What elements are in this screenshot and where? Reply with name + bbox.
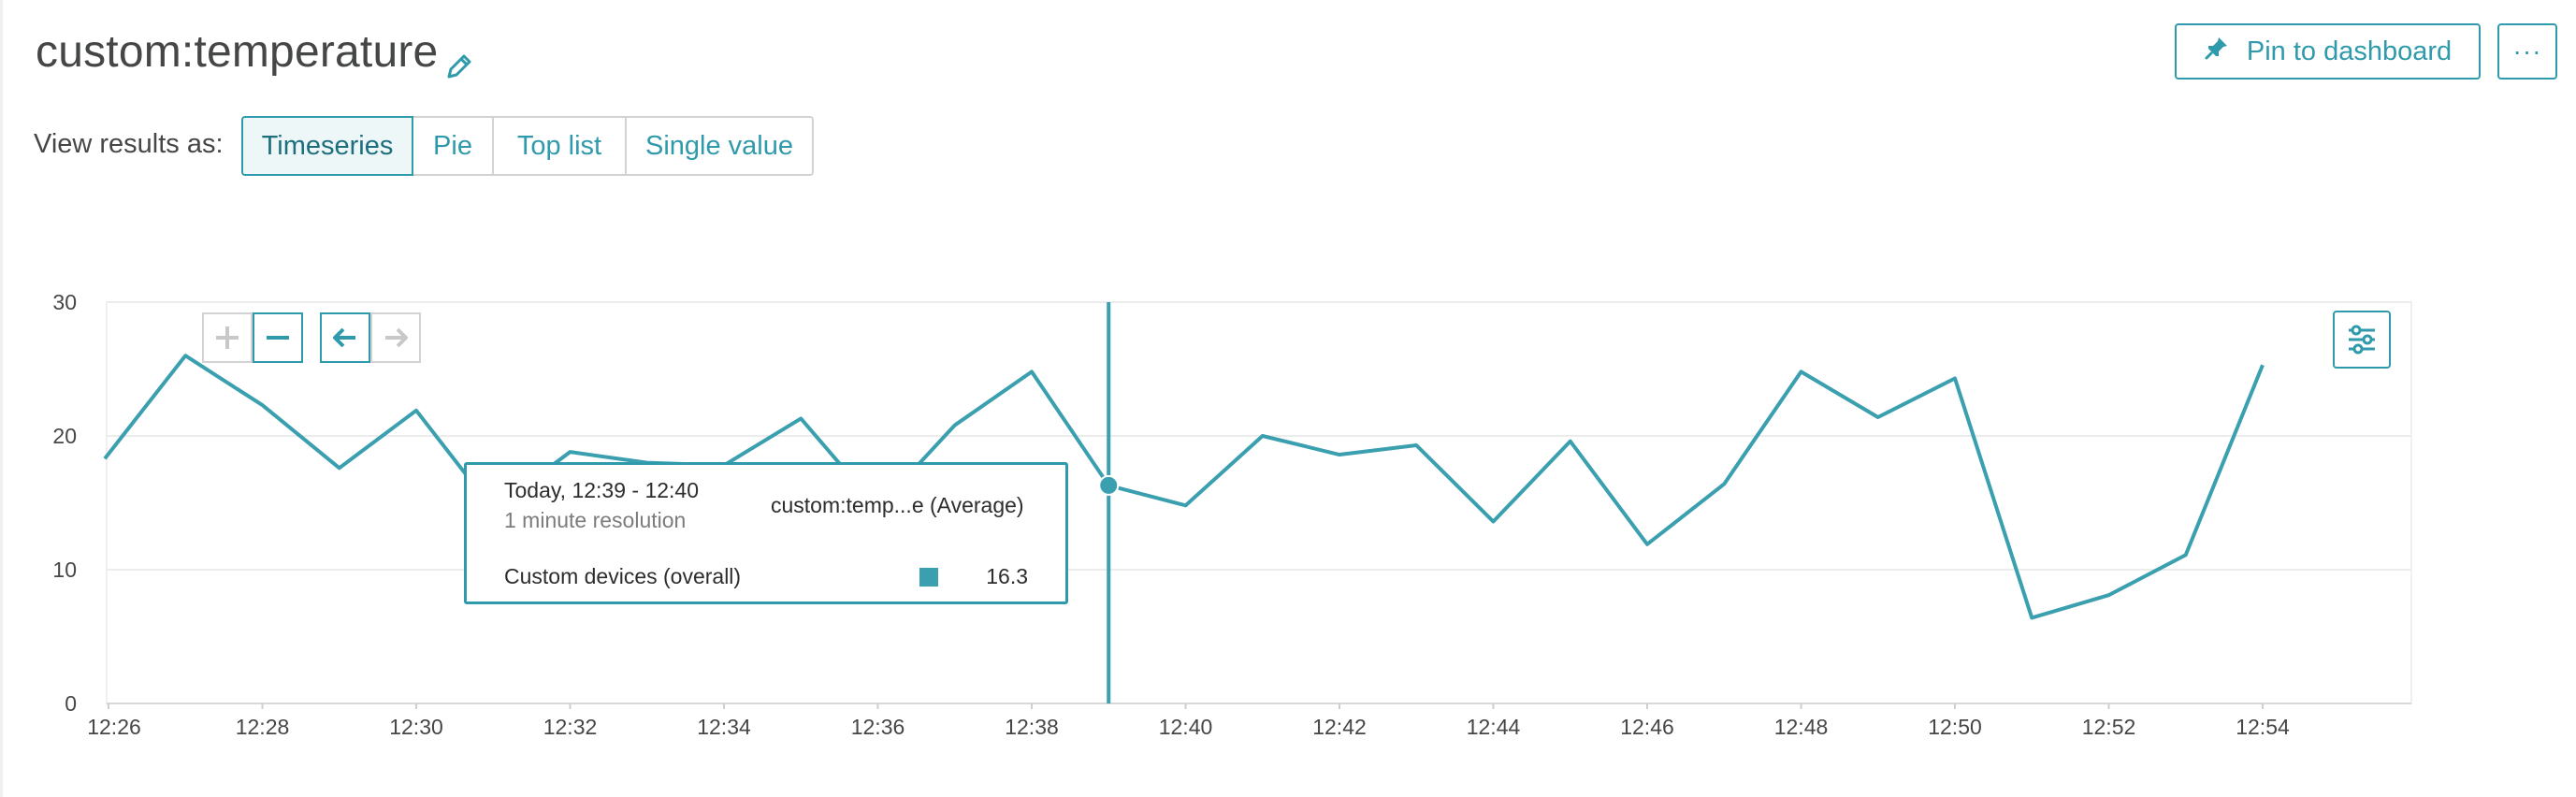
x-tick-label: 12:34 xyxy=(697,715,751,739)
y-tick-label: 10 xyxy=(52,558,77,582)
pan-back-button[interactable] xyxy=(320,312,370,363)
page-title-row: custom:temperature xyxy=(36,21,475,84)
view-option-top-list[interactable]: Top list xyxy=(494,116,627,176)
x-tick-label: 12:36 xyxy=(851,715,905,739)
pin-icon xyxy=(2204,35,2230,68)
x-tick-label: 12:52 xyxy=(2082,715,2136,739)
x-tick-label: 12:42 xyxy=(1312,715,1367,739)
y-tick-label: 0 xyxy=(65,691,77,716)
tooltip-time-range: Today, 12:39 - 12:40 xyxy=(504,478,699,502)
minus-icon xyxy=(267,336,289,340)
arrow-left-icon xyxy=(333,327,355,348)
x-tick-label: 12:46 xyxy=(1620,715,1674,739)
x-tick-label: 12:48 xyxy=(1774,715,1829,739)
tooltip-value: 16.3 xyxy=(986,564,1028,588)
x-tick-label: 12:50 xyxy=(1928,715,1982,739)
view-option-single-value[interactable]: Single value xyxy=(627,116,814,176)
tooltip-metric: custom:temp...e (Average) xyxy=(771,493,1024,517)
pan-forward-button[interactable] xyxy=(370,312,421,363)
page-title: custom:temperature xyxy=(36,27,439,77)
sliders-icon xyxy=(2349,325,2375,355)
plus-icon xyxy=(216,326,239,349)
pencil-icon[interactable] xyxy=(443,36,475,79)
plot-frame xyxy=(106,301,2412,704)
tooltip-entity: Custom devices (overall) xyxy=(504,564,742,588)
x-tick-label: 12:38 xyxy=(1005,715,1059,739)
pin-to-dashboard-button[interactable]: Pin to dashboard xyxy=(2175,23,2481,80)
temperature-series-line xyxy=(103,354,2265,620)
x-tick-label: 12:54 xyxy=(2236,715,2290,739)
y-tick-label: 30 xyxy=(52,290,77,314)
x-tick-label: 12:30 xyxy=(389,715,443,739)
chart-tooltip: Today, 12:39 - 12:40 1 minute resolution… xyxy=(464,462,1068,604)
zoom-out-button[interactable] xyxy=(253,312,303,363)
x-tick-label: 12:26 xyxy=(87,715,141,739)
tooltip-resolution: 1 minute resolution xyxy=(504,508,687,532)
x-tick-label: 12:44 xyxy=(1467,715,1521,739)
view-results-label: View results as: xyxy=(34,129,224,159)
view-type-selector: Timeseries Pie Top list Single value xyxy=(241,116,814,176)
x-tick-label: 12:40 xyxy=(1159,715,1213,739)
x-tick-label: 12:28 xyxy=(236,715,290,739)
timeseries-chart: 0 10 20 30 12:26 12:28 12:30 12:32 12:34 12:36 12:… xyxy=(0,281,2576,797)
view-option-timeseries[interactable]: Timeseries xyxy=(241,116,413,176)
y-tick-label: 20 xyxy=(52,424,77,448)
more-options-button[interactable]: ··· xyxy=(2497,23,2557,80)
chart-svg: 0 10 20 30 12:26 12:28 12:30 12:32 12:34 12:36 12:… xyxy=(52,290,2412,739)
chart-settings-button[interactable] xyxy=(2333,311,2391,369)
x-tick-label: 12:32 xyxy=(543,715,598,739)
arrow-right-icon xyxy=(385,327,408,348)
zoom-in-button[interactable] xyxy=(202,312,253,363)
more-icon: ··· xyxy=(2512,36,2542,65)
pin-label: Pin to dashboard xyxy=(2246,36,2453,66)
hover-point xyxy=(1098,474,1120,496)
window-edge xyxy=(0,0,3,797)
tooltip-series-swatch xyxy=(919,568,938,587)
view-option-pie[interactable]: Pie xyxy=(413,116,494,176)
